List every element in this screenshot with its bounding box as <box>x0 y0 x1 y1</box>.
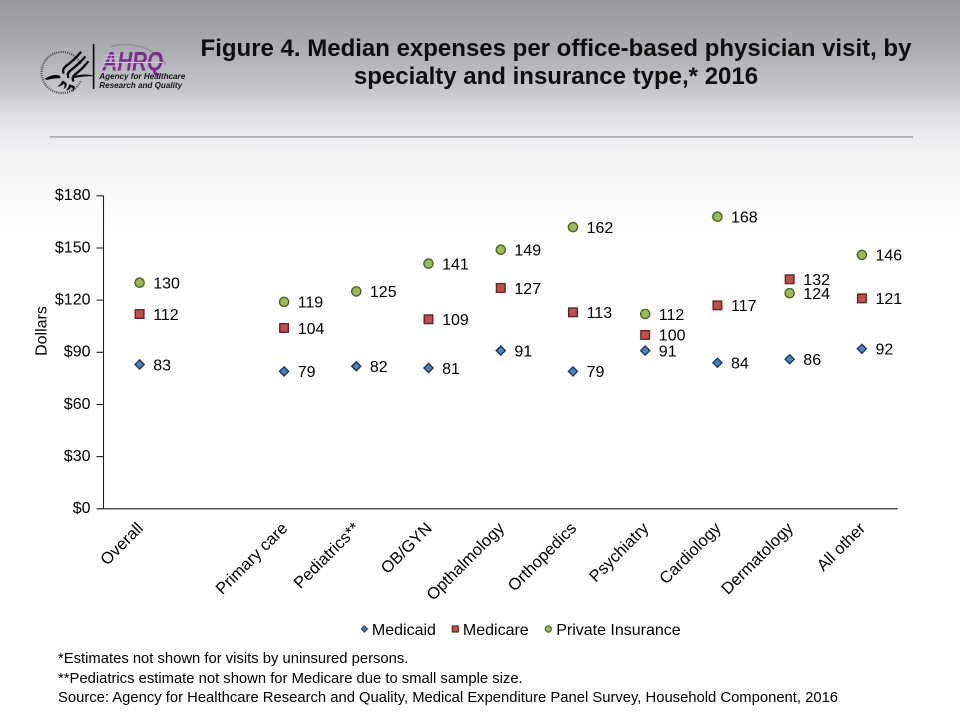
svg-text:$180: $180 <box>55 187 91 204</box>
svg-text:82: 82 <box>370 359 388 376</box>
svg-text:81: 81 <box>442 361 460 378</box>
svg-text:OB/GYN: OB/GYN <box>378 519 436 577</box>
svg-text:Overall: Overall <box>97 519 147 569</box>
svg-text:$0: $0 <box>73 500 91 517</box>
svg-text:125: 125 <box>370 284 397 301</box>
svg-text:168: 168 <box>731 210 758 227</box>
svg-text:104: 104 <box>298 321 325 338</box>
svg-text:All other: All other <box>814 519 870 575</box>
svg-text:141: 141 <box>442 256 469 273</box>
svg-text:$90: $90 <box>64 344 91 361</box>
svg-text:Cardiology: Cardiology <box>656 519 725 588</box>
svg-text:86: 86 <box>803 352 821 369</box>
svg-text:Psychiatry: Psychiatry <box>586 519 653 586</box>
svg-text:132: 132 <box>803 272 830 289</box>
svg-text:$150: $150 <box>55 239 91 256</box>
svg-text:Dermatology: Dermatology <box>718 519 797 598</box>
svg-text:Primary care: Primary care <box>212 519 291 598</box>
svg-text:$30: $30 <box>64 448 91 465</box>
svg-text:124: 124 <box>803 286 830 303</box>
svg-text:130: 130 <box>153 276 180 293</box>
svg-text:112: 112 <box>659 307 685 324</box>
svg-text:91: 91 <box>659 343 677 360</box>
svg-text:Private Insurance: Private Insurance <box>556 622 681 639</box>
svg-text:79: 79 <box>587 364 605 381</box>
svg-text:92: 92 <box>876 342 894 359</box>
svg-text:Research and Quality: Research and Quality <box>99 81 182 90</box>
svg-text:162: 162 <box>587 220 614 237</box>
svg-text:146: 146 <box>876 248 903 265</box>
svg-text:113: 113 <box>587 305 613 322</box>
svg-text:117: 117 <box>731 298 757 315</box>
svg-text:Dollars: Dollars <box>34 306 51 356</box>
svg-text:Orthopedics: Orthopedics <box>505 519 581 595</box>
svg-text:84: 84 <box>731 356 749 373</box>
svg-text:Medicaid: Medicaid <box>372 622 436 639</box>
svg-text:91: 91 <box>514 343 532 360</box>
svg-text:127: 127 <box>514 281 541 298</box>
svg-text:121: 121 <box>876 291 903 308</box>
svg-text:112: 112 <box>153 307 179 324</box>
svg-text:Agency for Healthcare: Agency for Healthcare <box>98 72 185 81</box>
svg-text:$60: $60 <box>64 396 91 413</box>
svg-text:79: 79 <box>298 364 316 381</box>
svg-text:Pediatrics**: Pediatrics** <box>290 519 363 592</box>
svg-text:149: 149 <box>514 243 541 260</box>
svg-text:$120: $120 <box>55 291 91 308</box>
svg-text:119: 119 <box>298 295 324 312</box>
svg-text:Medicare: Medicare <box>463 622 529 639</box>
svg-text:100: 100 <box>659 328 686 345</box>
svg-text:AHRQ: AHRQ <box>102 47 163 77</box>
svg-text:Opthalmology: Opthalmology <box>423 519 508 604</box>
svg-text:83: 83 <box>153 357 171 374</box>
svg-text:109: 109 <box>442 312 469 329</box>
